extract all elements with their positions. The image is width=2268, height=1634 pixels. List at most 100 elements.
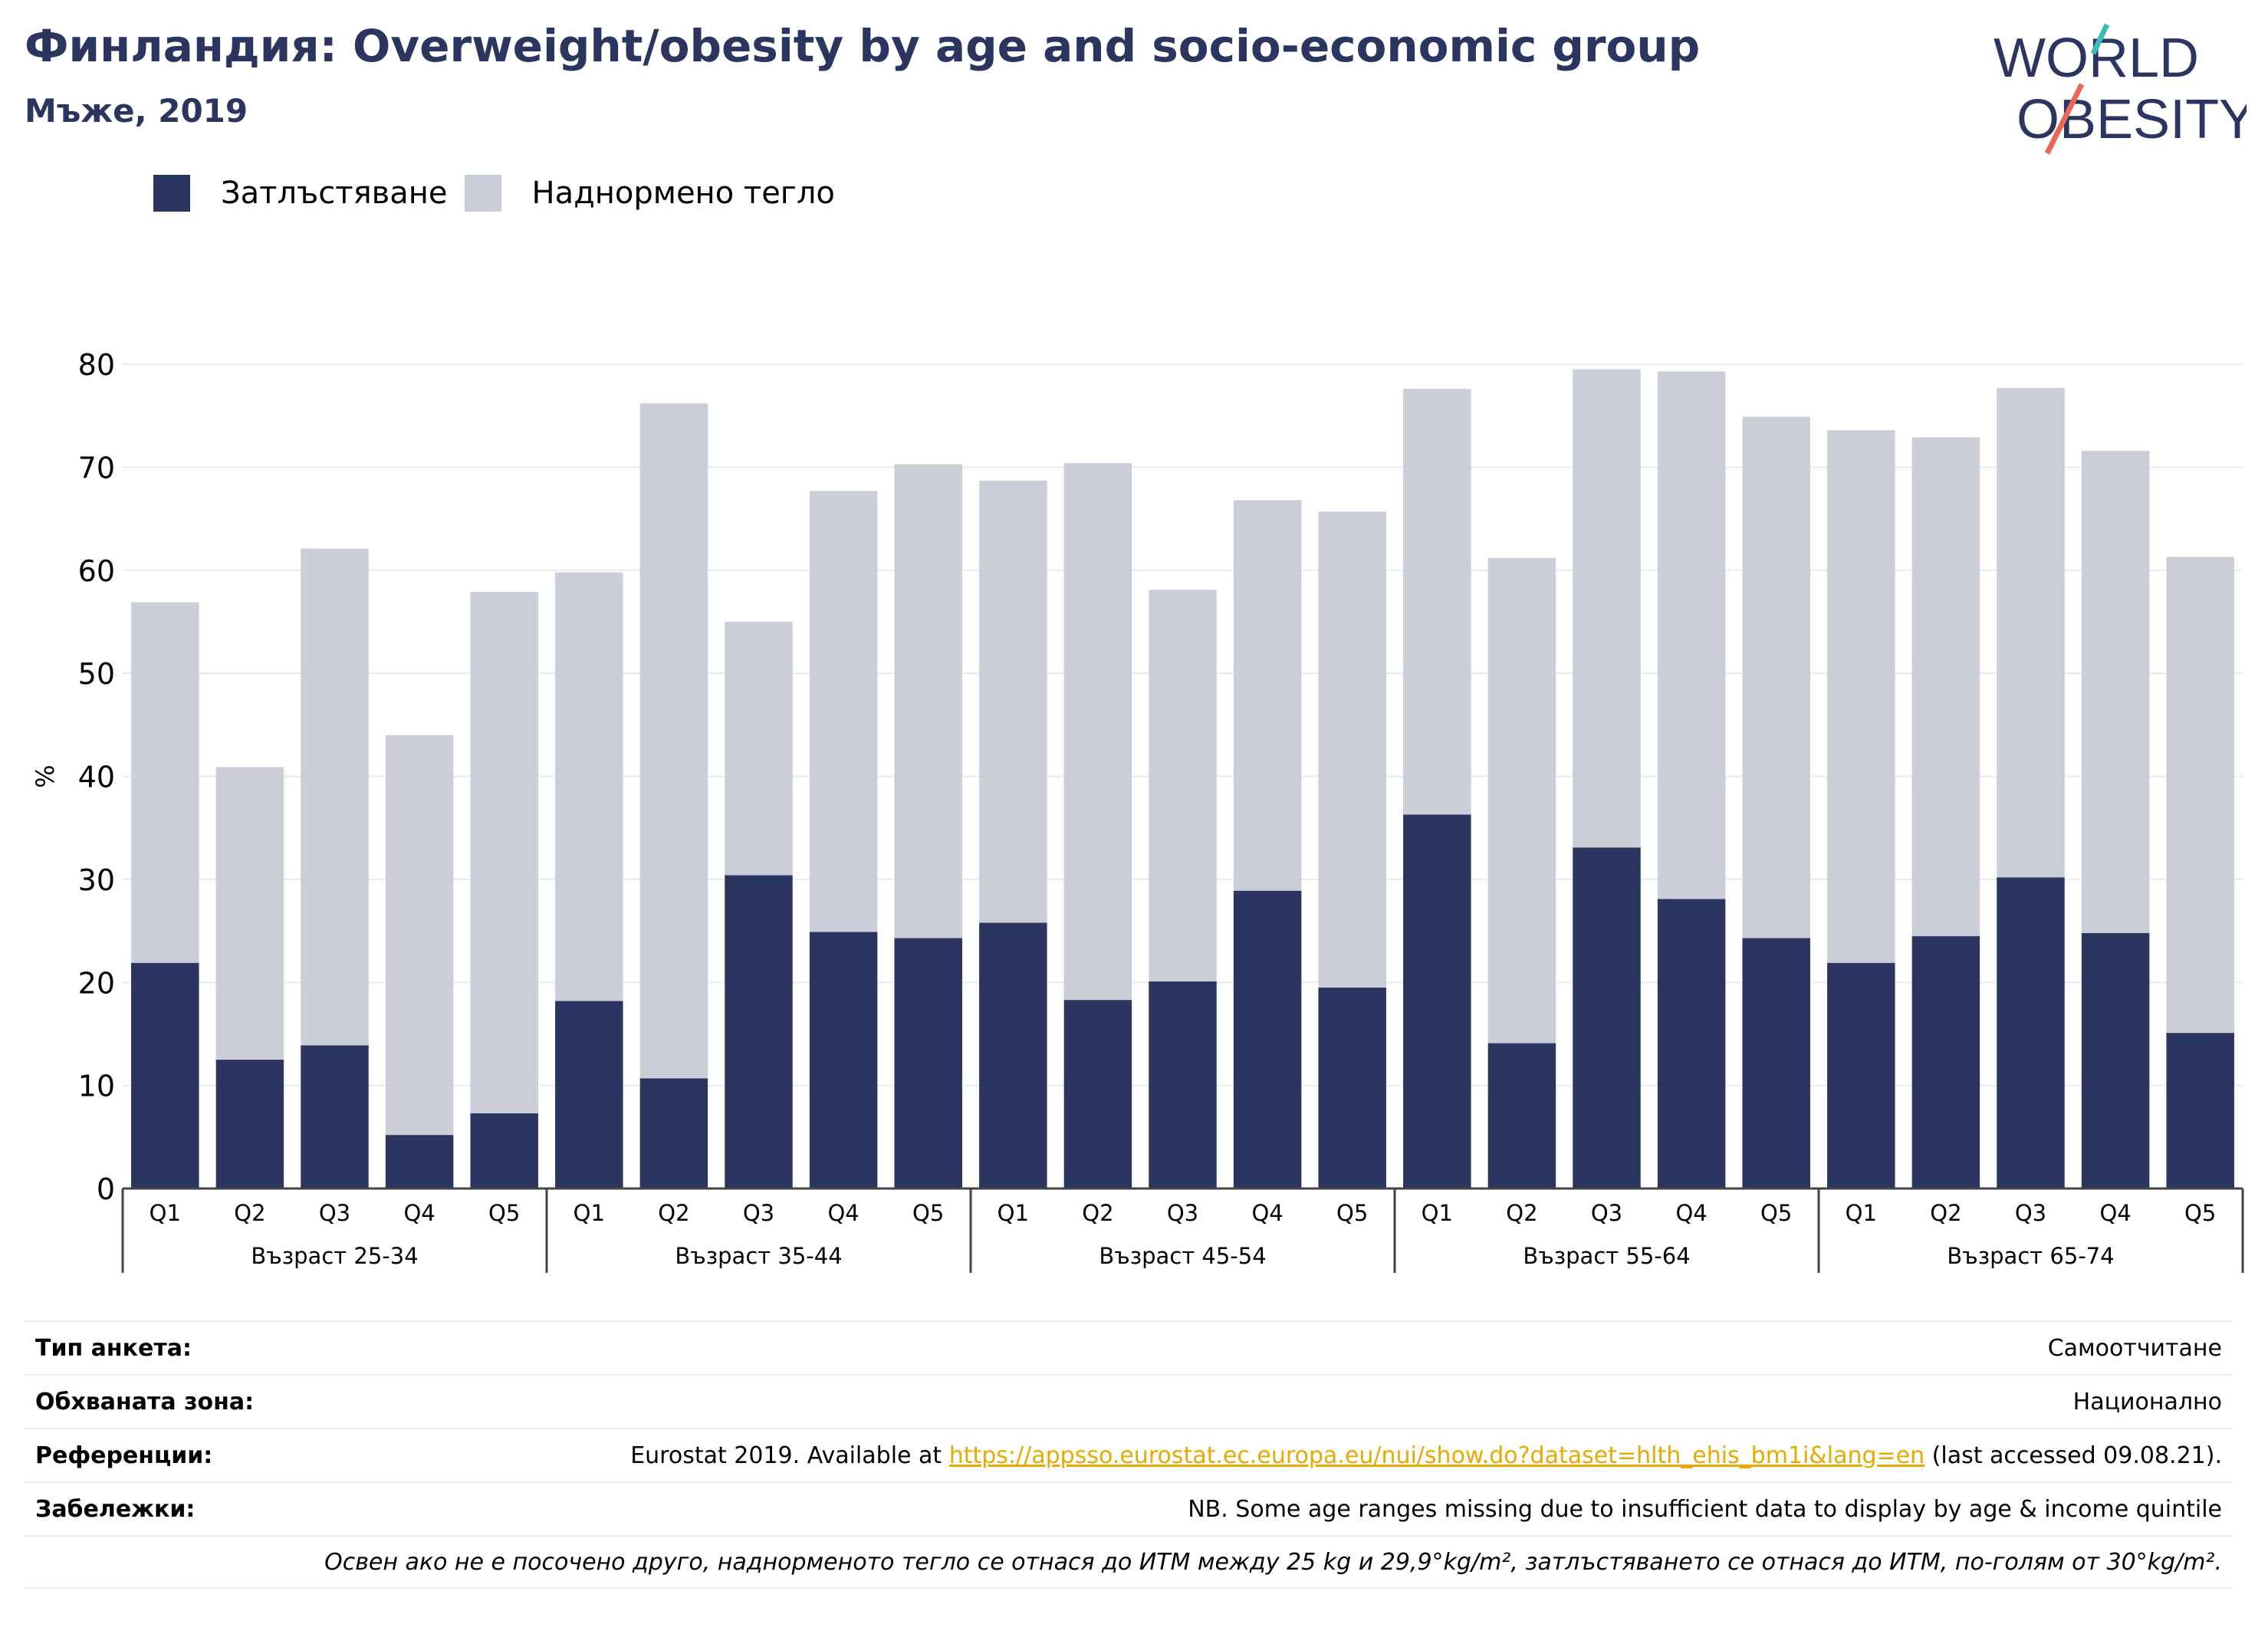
bar-overweight xyxy=(555,572,623,1001)
x-tick-label: Q3 xyxy=(1591,1200,1622,1226)
bar-overweight xyxy=(301,548,369,1046)
bar-overweight xyxy=(1149,590,1217,981)
bar-overweight xyxy=(1233,500,1302,891)
y-tick-label: 10 xyxy=(78,1070,115,1103)
x-tick-label: Q1 xyxy=(1846,1200,1877,1226)
x-tick-label: Q2 xyxy=(1082,1200,1113,1226)
info-row-coverage: Обхваната зона: Национално xyxy=(25,1374,2233,1428)
bar-obesity xyxy=(301,1045,369,1189)
bar-obesity xyxy=(1149,981,1217,1189)
reference-link[interactable]: https://appsso.eurostat.ec.europa.eu/nui… xyxy=(948,1442,1925,1469)
page-title: Финландия: Overweight/obesity by age and… xyxy=(25,20,1701,72)
x-tick-label: Q3 xyxy=(2015,1200,2046,1226)
y-tick-label: 60 xyxy=(78,554,115,588)
bar-obesity xyxy=(1911,935,1980,1189)
info-row-references: Референции: Eurostat 2019. Available at … xyxy=(25,1428,2233,1481)
x-tick-label: Q4 xyxy=(1251,1200,1283,1226)
bar-obesity xyxy=(1657,899,1726,1189)
bar-overweight xyxy=(131,602,199,963)
logo-slash-teal xyxy=(2090,23,2110,55)
bar-obesity xyxy=(809,932,878,1189)
x-tick-label: Q2 xyxy=(658,1200,689,1226)
x-tick-label: Q3 xyxy=(319,1200,350,1226)
x-tick-label: Q4 xyxy=(403,1200,435,1226)
x-group-label: Възраст 65-74 xyxy=(1947,1243,2114,1269)
bar-obesity xyxy=(979,922,1047,1189)
stacked-bar-chart: 0 10 20 30 40 50 60 70 80% Q1 Q2 Q3 Q4 Q5 Възраст 25-3… xyxy=(31,348,2244,1273)
bar-obesity xyxy=(1487,1043,1556,1189)
bar-obesity xyxy=(2081,932,2150,1189)
bar-obesity xyxy=(1403,814,1471,1189)
x-tick-label: Q1 xyxy=(998,1200,1029,1226)
x-group-label: Възраст 45-54 xyxy=(1099,1243,1266,1269)
bar-obesity xyxy=(470,1113,538,1189)
bar-obesity xyxy=(639,1078,708,1189)
bar-overweight xyxy=(979,480,1047,923)
x-tick-label: Q1 xyxy=(1422,1200,1453,1226)
info-key: Тип анкета: xyxy=(35,1334,192,1362)
bar-obesity xyxy=(385,1135,454,1189)
legend-swatch-overweight xyxy=(464,175,501,212)
y-tick-label: 50 xyxy=(78,657,115,691)
bar-overweight xyxy=(2166,557,2234,1034)
bar-obesity xyxy=(1997,877,2065,1189)
x-group-label: Възраст 25-34 xyxy=(251,1243,418,1269)
info-table: Тип анкета: Самоотчитане Обхваната зона:… xyxy=(25,1320,2233,1589)
bar-overweight xyxy=(215,767,284,1060)
x-tick-label: Q3 xyxy=(743,1200,774,1226)
bar-overweight xyxy=(809,491,878,932)
world-obesity-logo: WORLD OBESITY xyxy=(1994,23,2247,155)
bar-overweight xyxy=(385,735,454,1136)
bar-obesity xyxy=(1827,962,1895,1189)
x-tick-label: Q1 xyxy=(574,1200,605,1226)
bar-obesity xyxy=(1318,987,1386,1189)
bar-obesity xyxy=(1573,847,1641,1189)
page-subtitle: Мъже, 2019 xyxy=(25,92,248,130)
info-value: Eurostat 2019. Available at https://apps… xyxy=(630,1442,2222,1469)
bar-overweight xyxy=(1403,389,1471,815)
bar-overweight xyxy=(2081,450,2150,933)
chart-legend: Затлъстяване Наднормено тегло xyxy=(153,175,852,212)
logo-slash-red xyxy=(2044,83,2085,155)
bar-overweight xyxy=(1318,511,1386,988)
bar-overweight xyxy=(1911,437,1980,936)
x-tick-label: Q2 xyxy=(1930,1200,1961,1226)
x-tick-label: Q3 xyxy=(1167,1200,1198,1226)
x-tick-label: Q2 xyxy=(234,1200,265,1226)
bar-overweight xyxy=(1063,463,1132,1001)
legend-label-overweight: Наднормено тегло xyxy=(531,176,835,211)
x-tick-label: Q5 xyxy=(912,1200,944,1226)
y-tick-label: 0 xyxy=(97,1172,115,1206)
bar-overweight xyxy=(1487,557,1556,1044)
x-tick-label: Q4 xyxy=(2099,1200,2131,1226)
bar-obesity xyxy=(555,1001,623,1189)
y-tick-label: 80 xyxy=(78,348,115,382)
x-tick-label: Q4 xyxy=(1675,1200,1707,1226)
bar-obesity xyxy=(1742,938,1810,1189)
x-tick-label: Q1 xyxy=(150,1200,181,1226)
logo-word-world: WORLD xyxy=(1994,28,2199,89)
bar-obesity xyxy=(1063,1000,1132,1189)
x-group-label: Възраст 55-64 xyxy=(1523,1243,1690,1269)
info-value: Самоотчитане xyxy=(2047,1334,2222,1362)
bar-overweight xyxy=(639,403,708,1079)
x-tick-label: Q2 xyxy=(1506,1200,1537,1226)
bar-overweight xyxy=(1573,369,1641,848)
info-row-survey-type: Тип анкета: Самоотчитане xyxy=(25,1320,2233,1374)
bar-obesity xyxy=(1233,890,1302,1189)
definition-note: Освен ако не е посочено друго, наднормен… xyxy=(324,1548,2222,1576)
y-tick-label: 70 xyxy=(78,451,115,485)
y-tick-label: 20 xyxy=(78,966,115,1000)
bar-overweight xyxy=(894,464,962,939)
x-tick-label: Q5 xyxy=(1760,1200,1792,1226)
bar-obesity xyxy=(725,875,793,1189)
x-tick-label: Q5 xyxy=(1336,1200,1368,1226)
y-tick-label: 30 xyxy=(78,863,115,897)
reference-text-post: (last accessed 09.08.21). xyxy=(1925,1442,2222,1469)
legend-swatch-obesity xyxy=(153,175,190,212)
legend-label-obesity: Затлъстяване xyxy=(221,176,448,211)
info-key: Обхваната зона: xyxy=(35,1388,255,1415)
x-tick-label: Q5 xyxy=(2184,1200,2216,1226)
bar-overweight xyxy=(1742,416,1810,939)
bar-obesity xyxy=(894,938,962,1189)
